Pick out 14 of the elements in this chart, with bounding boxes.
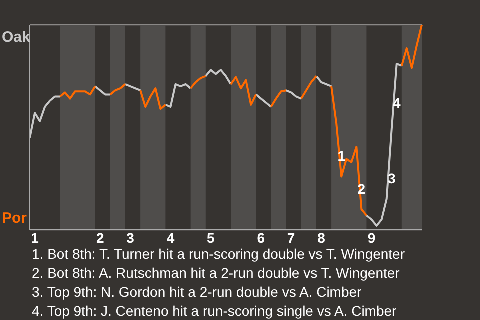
x-tick-label: 6: [257, 230, 266, 246]
x-tick-label: 1: [31, 230, 40, 246]
text: Por: [2, 210, 28, 227]
text: 4. Top 9th: J. Centeno hit a run-scoring single vs A. Cimber: [32, 302, 398, 320]
text: 3. Top 9th: N. Gordon hit a 2-run double vs A. Cimber: [32, 283, 363, 302]
x-tick-label: 9: [368, 230, 376, 246]
x-tick-label: 5: [207, 230, 216, 246]
text: 2. Bot 8th: A. Rutschman hit a 2-run double vs T. Wingenter: [32, 264, 401, 283]
x-tick-label: 3: [126, 230, 135, 246]
x-tick-label: 4: [166, 230, 175, 246]
x-tick-label: 7: [287, 230, 296, 246]
text: 1. Bot 8th: T. Turner hit a run-scoring double vs T. Wingenter: [32, 245, 406, 264]
x-tick-label: 8: [318, 230, 326, 246]
x-tick-label: 2: [96, 230, 104, 246]
